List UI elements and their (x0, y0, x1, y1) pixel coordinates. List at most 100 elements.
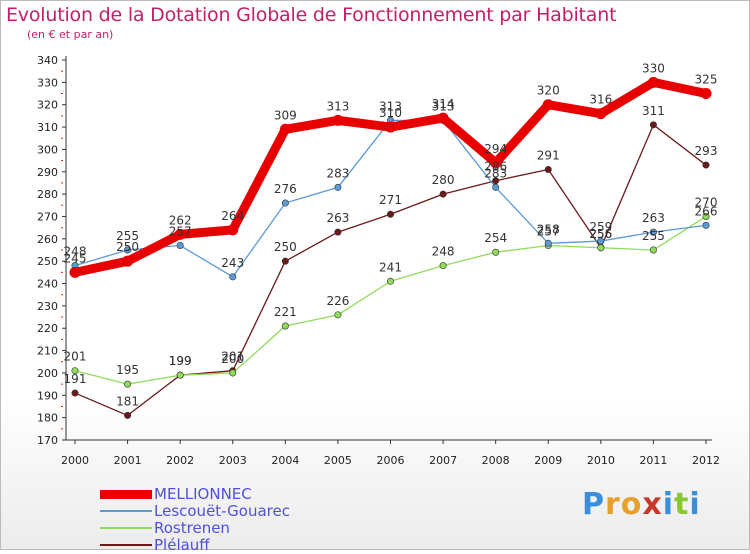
data-point (124, 246, 132, 254)
data-label: 262 (169, 213, 192, 227)
x-tick-label: 2009 (534, 454, 562, 467)
data-point (649, 121, 657, 129)
y-tick-label: 320 (37, 99, 58, 112)
data-label: 221 (274, 305, 297, 319)
data-point (122, 255, 134, 267)
chart-title: Evolution de la Dotation Globale de Fonc… (6, 4, 617, 26)
data-point (544, 166, 552, 174)
legend-swatch (100, 510, 152, 512)
y-tick-label: 190 (37, 389, 58, 402)
y-tick-label: 270 (37, 210, 58, 223)
y-tick-label: 250 (37, 255, 58, 268)
y-tick-label: 170 (37, 434, 58, 447)
data-label: 313 (379, 99, 402, 113)
chart-subtitle: (en € et par an) (27, 28, 114, 41)
data-point (702, 221, 710, 229)
x-tick-label: 2005 (324, 454, 352, 467)
x-tick-label: 2000 (61, 454, 89, 467)
data-label: 248 (64, 245, 87, 259)
data-point (490, 157, 502, 169)
data-label: 199 (169, 354, 192, 368)
y-tick-label: 210 (37, 345, 58, 358)
data-point (385, 121, 396, 133)
y-tick-label: 200 (37, 367, 58, 380)
data-label: 250 (116, 240, 139, 254)
data-point (649, 246, 657, 254)
data-point (279, 123, 291, 135)
data-label: 311 (642, 104, 665, 118)
data-label: 263 (642, 211, 665, 225)
x-tick-label: 2004 (271, 454, 299, 467)
data-point (437, 112, 449, 124)
data-point (69, 266, 81, 278)
data-label: 255 (642, 229, 665, 243)
y-tick-label: 300 (37, 143, 58, 156)
data-label: 283 (484, 166, 507, 180)
data-point (229, 273, 237, 281)
data-label: 316 (589, 93, 612, 107)
data-point (702, 212, 710, 220)
data-label: 191 (64, 372, 87, 386)
data-point (124, 411, 132, 419)
data-point (597, 244, 605, 252)
data-label: 314 (432, 97, 455, 111)
y-tick-label: 280 (37, 188, 58, 201)
x-tick-label: 2008 (482, 454, 510, 467)
data-label: 201 (64, 350, 87, 364)
data-label: 286 (484, 160, 507, 174)
data-label: 250 (274, 240, 297, 254)
data-label: 313 (326, 99, 349, 113)
data-label: 263 (326, 211, 349, 225)
data-label: 256 (589, 227, 612, 241)
y-tick-label: 240 (37, 278, 58, 291)
y-tick-label: 230 (37, 300, 58, 313)
data-label: 181 (116, 394, 139, 408)
data-point (386, 277, 394, 285)
data-label: 254 (484, 231, 507, 245)
legend-swatch (100, 489, 152, 499)
data-label: 259 (589, 220, 612, 234)
data-point (176, 242, 184, 250)
y-tick-label: 220 (37, 322, 58, 335)
data-label: 320 (537, 84, 560, 98)
data-point (439, 262, 447, 270)
data-point (702, 161, 710, 169)
data-label: 199 (169, 354, 192, 368)
data-point (649, 228, 657, 236)
data-label: 256 (589, 227, 612, 241)
data-label: 195 (116, 363, 139, 377)
data-label: 258 (537, 222, 560, 236)
y-tick-label: 330 (37, 76, 58, 89)
data-point (332, 114, 344, 126)
data-point (174, 228, 186, 240)
data-point (71, 389, 79, 397)
data-point (281, 257, 289, 265)
data-label: 294 (484, 142, 507, 156)
data-label: 270 (695, 195, 718, 209)
data-point (334, 228, 342, 236)
data-point (281, 322, 289, 330)
data-label: 283 (326, 166, 349, 180)
data-point (542, 99, 554, 111)
data-label: 266 (695, 204, 718, 218)
x-tick-label: 2011 (639, 454, 667, 467)
data-label: 257 (537, 225, 560, 239)
data-label: 271 (379, 193, 402, 207)
data-label: 226 (326, 294, 349, 308)
data-label: 276 (274, 182, 297, 196)
data-label: 257 (169, 225, 192, 239)
legend-label: Plélauff (154, 536, 210, 554)
data-point (176, 371, 184, 379)
data-point (439, 190, 447, 198)
data-label: 313 (432, 99, 455, 113)
data-label: 200 (221, 352, 244, 366)
data-point (229, 369, 237, 377)
data-point (700, 88, 712, 100)
data-point (386, 210, 394, 218)
data-point (334, 311, 342, 319)
data-label: 310 (379, 106, 402, 120)
x-tick-label: 2007 (429, 454, 457, 467)
x-tick-label: 2003 (219, 454, 247, 467)
